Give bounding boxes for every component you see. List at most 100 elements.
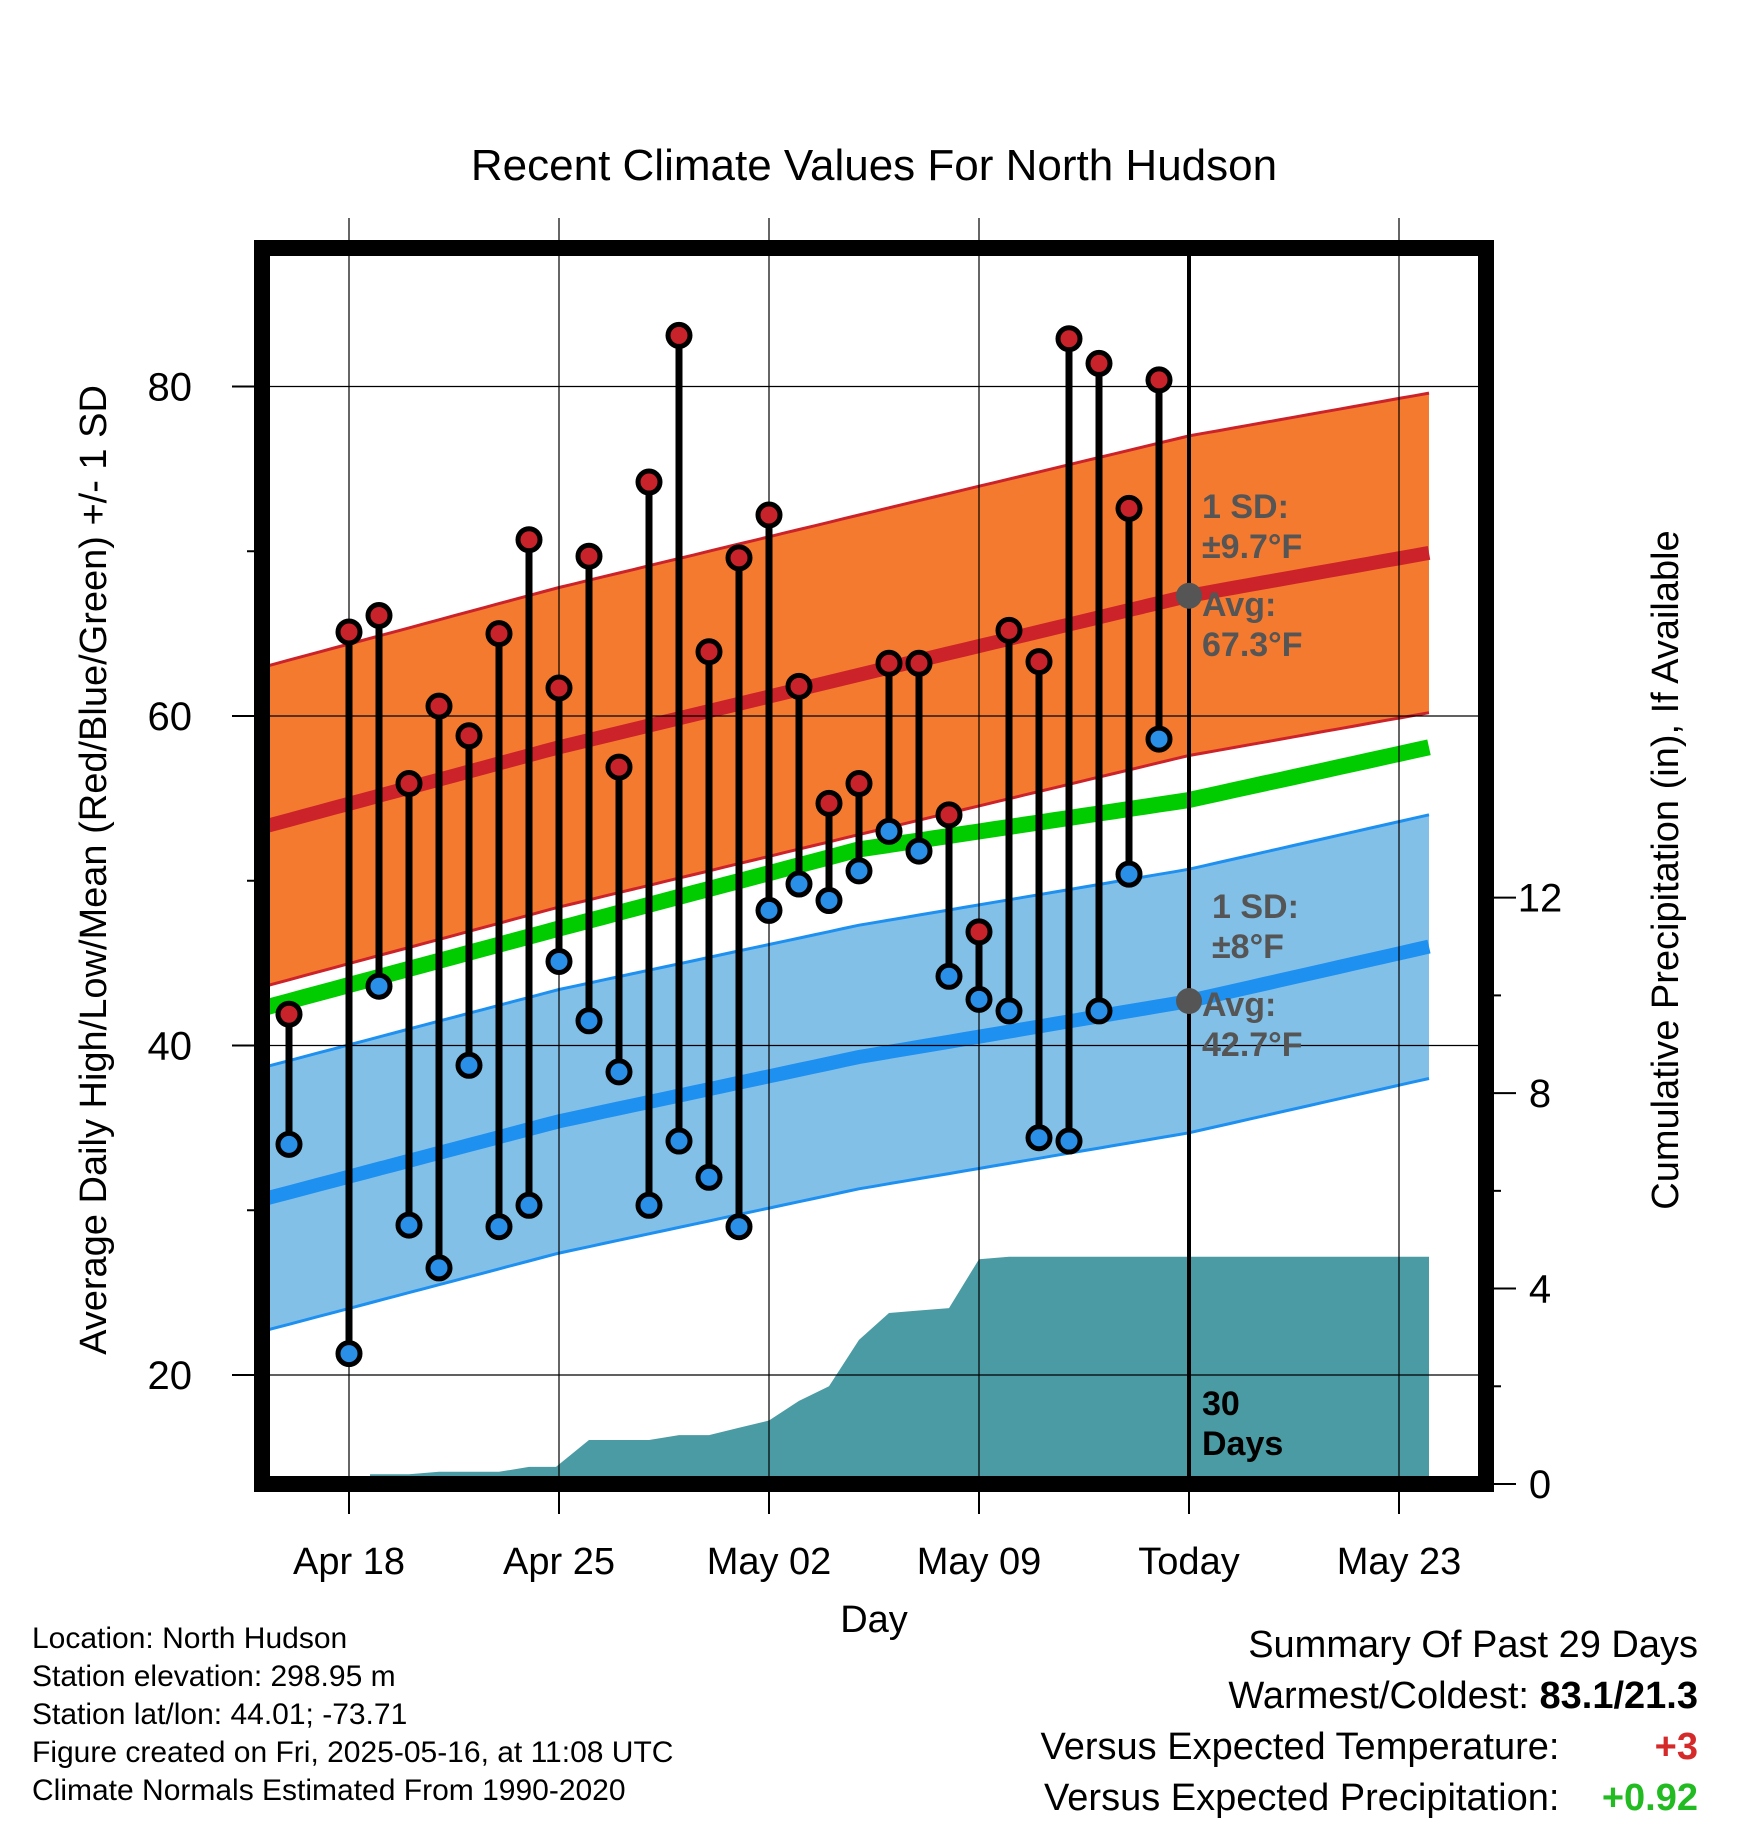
y-tick-label-left: 40 bbox=[148, 1025, 193, 1069]
station-latlon: Station lat/lon: 44.01; -73.71 bbox=[32, 1698, 408, 1731]
x-tick-label: May 23 bbox=[1337, 1541, 1462, 1583]
x-tick-label: Apr 18 bbox=[293, 1541, 405, 1583]
low-point bbox=[755, 896, 783, 924]
high-point bbox=[575, 542, 603, 570]
x-axis-label: Day bbox=[840, 1599, 908, 1641]
low-point bbox=[1115, 860, 1143, 888]
x-tick-label: May 02 bbox=[707, 1541, 832, 1583]
low-point bbox=[1055, 1127, 1083, 1155]
station-elevation: Station elevation: 298.95 m bbox=[32, 1660, 396, 1693]
high-point bbox=[1055, 325, 1083, 353]
high-point bbox=[935, 801, 963, 829]
low-sd-upper-line bbox=[258, 813, 1430, 1071]
chart-title: Recent Climate Values For North Hudson bbox=[471, 141, 1277, 190]
low-normal-line bbox=[257, 939, 1431, 1208]
normal-bands-layer bbox=[256, 391, 1431, 1334]
low-point bbox=[545, 947, 573, 975]
high-point bbox=[485, 620, 513, 648]
low-point bbox=[935, 962, 963, 990]
summary-title: Summary Of Past 29 Days bbox=[1248, 1624, 1698, 1666]
high-point bbox=[1025, 648, 1053, 676]
low-point bbox=[425, 1254, 453, 1282]
low-point bbox=[905, 837, 933, 865]
precip-layer bbox=[370, 1256, 1429, 1484]
low-point bbox=[605, 1058, 633, 1086]
low-point bbox=[995, 997, 1023, 1025]
high-point bbox=[995, 616, 1023, 644]
climate-normals-period: Climate Normals Estimated From 1990-2020 bbox=[32, 1774, 626, 1807]
low-point bbox=[575, 1007, 603, 1035]
high-sd-band bbox=[259, 393, 1429, 988]
figure-created: Figure created on Fri, 2025-05-16, at 11… bbox=[32, 1736, 674, 1769]
low-point bbox=[875, 817, 903, 845]
high-point bbox=[845, 770, 873, 798]
station-info: Location: North Hudson Station elevation… bbox=[32, 1620, 673, 1810]
low-point bbox=[1025, 1124, 1053, 1152]
temp-departure-value: +3 bbox=[1654, 1726, 1698, 1768]
high-point bbox=[425, 692, 453, 720]
y-tick-label-left: 20 bbox=[148, 1354, 193, 1398]
low-point bbox=[365, 972, 393, 1000]
low-point bbox=[455, 1051, 483, 1079]
low-point bbox=[815, 887, 843, 915]
low-avg-value: 42.7°F bbox=[1202, 1026, 1303, 1064]
high-avg-today-marker bbox=[1176, 582, 1202, 609]
temp-departure-label: Versus Expected Temperature: bbox=[1040, 1726, 1560, 1768]
low-point bbox=[275, 1130, 303, 1158]
warmest-coldest-value: 83.1/21.3 bbox=[1539, 1675, 1698, 1717]
high-point bbox=[965, 918, 993, 946]
low-point bbox=[845, 857, 873, 885]
precip-departure-label: Versus Expected Precipitation: bbox=[1044, 1777, 1560, 1819]
low-avg-today-marker bbox=[1176, 988, 1202, 1015]
x-tick-label: Apr 25 bbox=[503, 1541, 615, 1583]
high-sd-upper-line bbox=[258, 391, 1430, 670]
high-point bbox=[395, 770, 423, 798]
today-days-word: Days bbox=[1202, 1425, 1283, 1463]
high-point bbox=[455, 722, 483, 750]
low-point bbox=[725, 1213, 753, 1241]
high-point bbox=[275, 1000, 303, 1028]
high-sd-value: ±9.7°F bbox=[1202, 528, 1302, 566]
high-point bbox=[635, 468, 663, 496]
high-point bbox=[365, 602, 393, 630]
low-point bbox=[665, 1127, 693, 1155]
axes-layer: 20 40 60 80 0 4 8 12 Apr 18 Apr 25 May 02 May 09 Tod… bbox=[148, 240, 1563, 1583]
y-tick-label-right: 4 bbox=[1529, 1268, 1551, 1312]
warmest-coldest-row: Warmest/Coldest: 83.1/21.3 bbox=[1041, 1671, 1698, 1722]
high-point bbox=[545, 674, 573, 702]
high-point bbox=[1085, 349, 1113, 377]
high-point bbox=[905, 649, 933, 677]
temp-departure-row: Versus Expected Temperature: +3 bbox=[1041, 1722, 1698, 1773]
high-point bbox=[815, 789, 843, 817]
mean-normal-line bbox=[256, 739, 1431, 1018]
high-point bbox=[875, 649, 903, 677]
low-point bbox=[695, 1163, 723, 1191]
low-point bbox=[785, 870, 813, 898]
low-point bbox=[335, 1340, 363, 1368]
low-sd-band bbox=[259, 814, 1429, 1333]
high-sd-lower-line bbox=[258, 711, 1430, 990]
high-point bbox=[515, 526, 543, 554]
high-point bbox=[1115, 494, 1143, 522]
low-sd-value: ±8°F bbox=[1212, 928, 1284, 966]
y-axis-label-right: Cumulative Precipitation (in), If Availa… bbox=[1645, 530, 1687, 1209]
low-point bbox=[965, 985, 993, 1013]
high-point bbox=[785, 672, 813, 700]
high-sd-label: 1 SD: bbox=[1202, 488, 1289, 526]
low-point bbox=[485, 1213, 513, 1241]
low-point bbox=[635, 1191, 663, 1219]
y-axis-label-left: Average Daily High/Low/Mean (Red/Blue/Gr… bbox=[73, 385, 115, 1355]
high-point bbox=[665, 321, 693, 349]
high-point bbox=[755, 501, 783, 529]
high-point bbox=[605, 753, 633, 781]
low-point bbox=[515, 1191, 543, 1219]
precip-departure-row: Versus Expected Precipitation: +0.92 bbox=[1041, 1773, 1698, 1824]
y-tick-label-right: 12 bbox=[1518, 877, 1563, 921]
high-point bbox=[695, 638, 723, 666]
today-days-number: 30 bbox=[1202, 1385, 1240, 1423]
summary-panel: Summary Of Past 29 Days Warmest/Coldest:… bbox=[1041, 1620, 1698, 1824]
high-point bbox=[335, 618, 363, 646]
y-tick-label-right: 0 bbox=[1529, 1463, 1551, 1507]
